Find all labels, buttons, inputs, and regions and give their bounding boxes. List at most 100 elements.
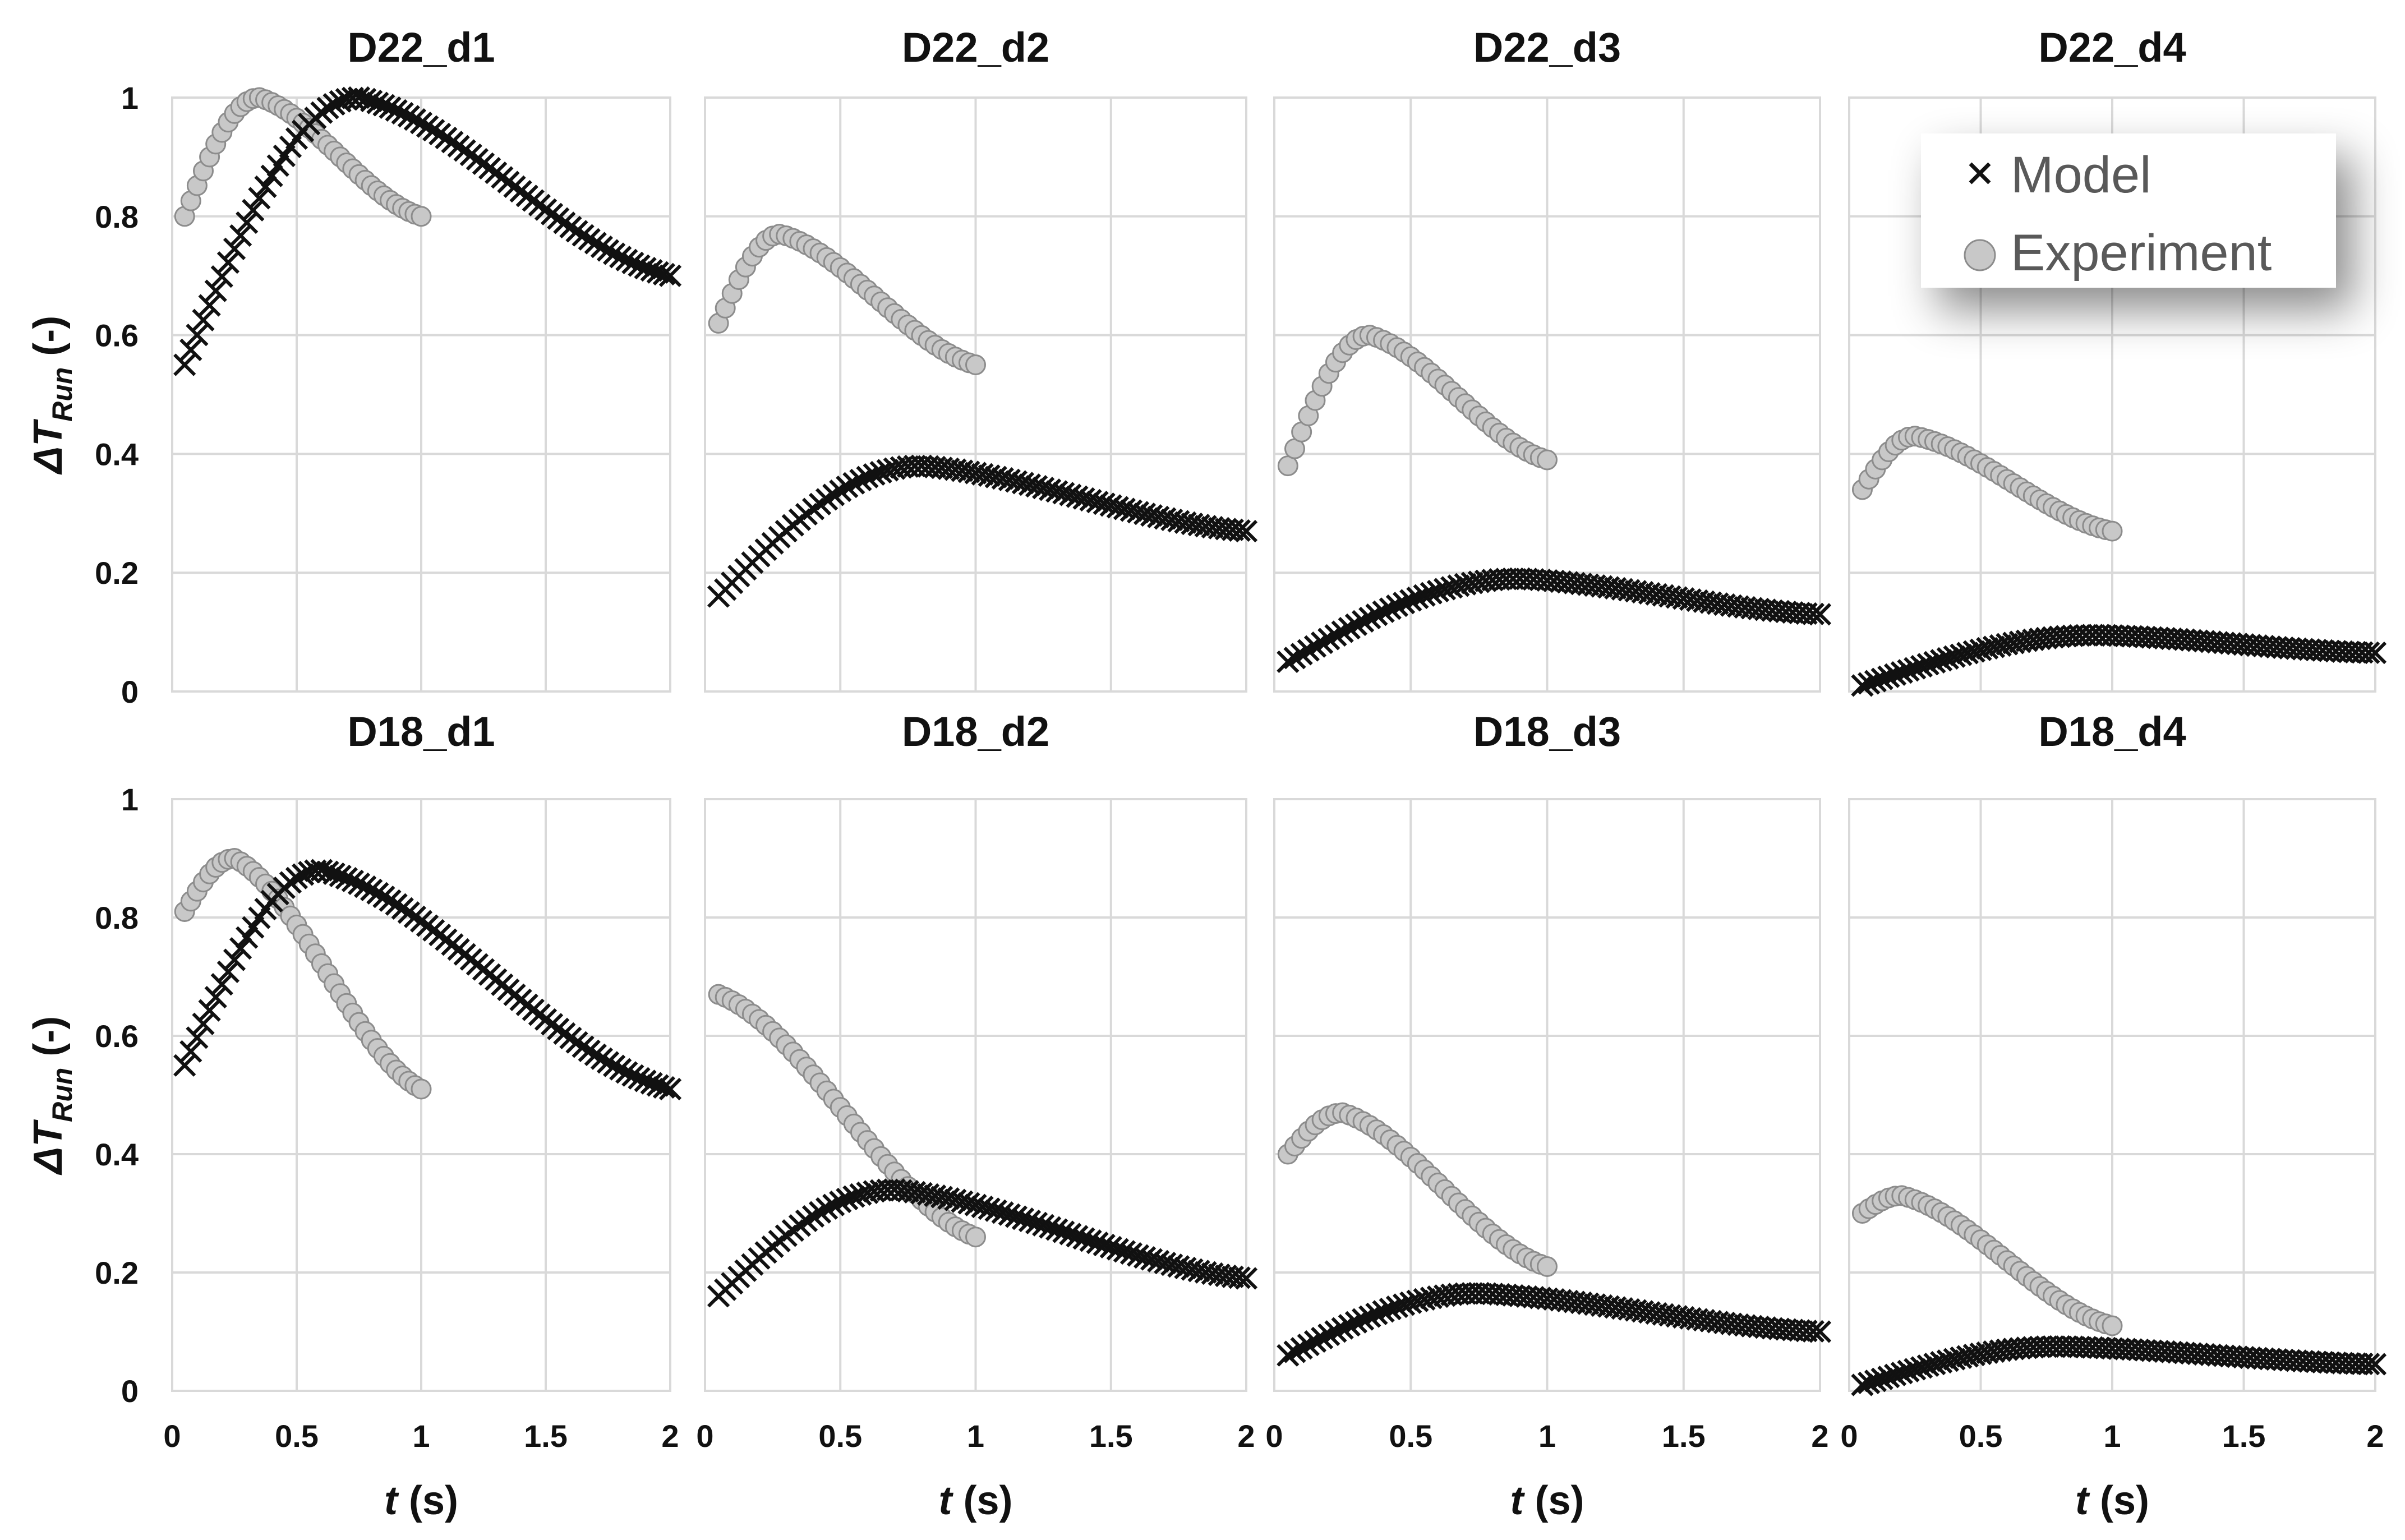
model-point bbox=[1032, 477, 1055, 500]
model-point bbox=[621, 1064, 644, 1087]
model-point bbox=[1851, 674, 1874, 697]
model-point bbox=[1228, 519, 1251, 542]
model-point bbox=[1119, 499, 1143, 522]
model-point bbox=[1870, 667, 1893, 690]
model-point bbox=[1311, 1326, 1334, 1350]
model-point bbox=[316, 96, 339, 119]
model-point bbox=[1290, 643, 1313, 666]
model-point bbox=[1066, 485, 1089, 508]
model-point bbox=[1904, 1358, 1927, 1381]
y-tick-label: 0.8 bbox=[95, 199, 139, 234]
model-point bbox=[1399, 589, 1422, 612]
model-point bbox=[397, 105, 420, 128]
model-point bbox=[1032, 1214, 1055, 1237]
x-tick-label: 1 bbox=[412, 1418, 430, 1454]
model-point bbox=[634, 1069, 657, 1092]
model-point bbox=[1344, 1311, 1368, 1334]
model-point bbox=[179, 338, 202, 361]
model-point bbox=[1126, 501, 1150, 524]
model-point bbox=[1358, 1305, 1381, 1328]
model-point bbox=[944, 1188, 967, 1211]
model-point bbox=[1228, 1266, 1251, 1289]
model-point bbox=[198, 294, 221, 317]
model-point bbox=[1413, 584, 1436, 607]
model-point bbox=[1005, 470, 1028, 493]
x-axis-label: t (s) bbox=[2075, 1478, 2149, 1523]
y-label-sub: Run bbox=[47, 1068, 78, 1122]
panel-title: D18_d4 bbox=[2038, 708, 2186, 755]
model-point bbox=[1174, 1256, 1197, 1280]
model-point bbox=[1059, 483, 1082, 506]
model-point bbox=[223, 948, 246, 971]
x-tick-label: 2 bbox=[1811, 1418, 1828, 1454]
model-point bbox=[1154, 1251, 1177, 1275]
model-point bbox=[1147, 1249, 1170, 1273]
model-point bbox=[596, 239, 620, 262]
model-point bbox=[1883, 1363, 1907, 1386]
model-point bbox=[1140, 1248, 1163, 1271]
model-point bbox=[2357, 641, 2380, 664]
y-tick-label: 0.6 bbox=[95, 1018, 139, 1054]
model-point bbox=[652, 262, 676, 286]
model-point bbox=[1331, 1317, 1354, 1340]
model-point bbox=[173, 353, 196, 376]
y-label-unit: (-) bbox=[26, 1016, 71, 1068]
model-point bbox=[964, 1193, 987, 1216]
y-label-main: ΔT bbox=[26, 418, 71, 475]
model-point bbox=[957, 1192, 980, 1215]
model-point bbox=[341, 869, 365, 892]
model-point bbox=[1351, 610, 1375, 633]
model-point bbox=[1956, 642, 1979, 665]
model-point bbox=[1904, 657, 1927, 680]
model-point bbox=[578, 228, 601, 251]
model-point bbox=[291, 863, 315, 886]
model-point bbox=[403, 108, 427, 131]
x-tick-label: 1.5 bbox=[1662, 1418, 1706, 1454]
x-label-var: t bbox=[1510, 1478, 1526, 1523]
model-point bbox=[236, 211, 259, 234]
model-point bbox=[998, 468, 1021, 491]
model-point bbox=[204, 279, 227, 302]
model-point bbox=[416, 115, 439, 138]
x-tick-label: 1 bbox=[1538, 1418, 1556, 1454]
model-point bbox=[422, 119, 445, 142]
model-point bbox=[1969, 638, 1992, 661]
experiment-point bbox=[1537, 1256, 1558, 1277]
model-point bbox=[1392, 1293, 1416, 1316]
model-point bbox=[1420, 582, 1443, 605]
model-point bbox=[856, 465, 879, 488]
model-point bbox=[602, 1054, 626, 1077]
model-point bbox=[590, 236, 614, 259]
model-point bbox=[1910, 654, 1933, 678]
model-point bbox=[1283, 647, 1306, 670]
model-point bbox=[360, 89, 383, 113]
model-point bbox=[1025, 1211, 1048, 1234]
model-point bbox=[1086, 491, 1109, 514]
model-point bbox=[1331, 620, 1354, 643]
model-point bbox=[849, 468, 872, 492]
x-tick-label: 0.5 bbox=[275, 1418, 319, 1454]
model-point bbox=[1877, 1366, 1900, 1389]
model-point bbox=[186, 324, 209, 347]
legend: Model Experiment bbox=[1921, 133, 2336, 288]
x-tick-label: 1 bbox=[967, 1418, 984, 1454]
model-point bbox=[836, 476, 859, 499]
model-point bbox=[2357, 1353, 2380, 1376]
model-point bbox=[869, 460, 892, 484]
model-point bbox=[1303, 1330, 1327, 1353]
model-point bbox=[372, 886, 395, 909]
model-point bbox=[366, 882, 389, 905]
model-point bbox=[640, 1072, 663, 1095]
model-point bbox=[1916, 1354, 1939, 1377]
model-point bbox=[829, 1190, 852, 1214]
model-point bbox=[1025, 475, 1048, 498]
x-label-unit: (s) bbox=[952, 1478, 1012, 1523]
model-point bbox=[1365, 603, 1388, 626]
model-point bbox=[1045, 480, 1068, 503]
x-axis-label: t (s) bbox=[1510, 1478, 1584, 1523]
model-point bbox=[836, 1187, 859, 1211]
model-point bbox=[1011, 1207, 1035, 1230]
model-point bbox=[842, 1185, 865, 1208]
model-point bbox=[1324, 624, 1347, 647]
y-tick-label: 0 bbox=[121, 674, 139, 709]
